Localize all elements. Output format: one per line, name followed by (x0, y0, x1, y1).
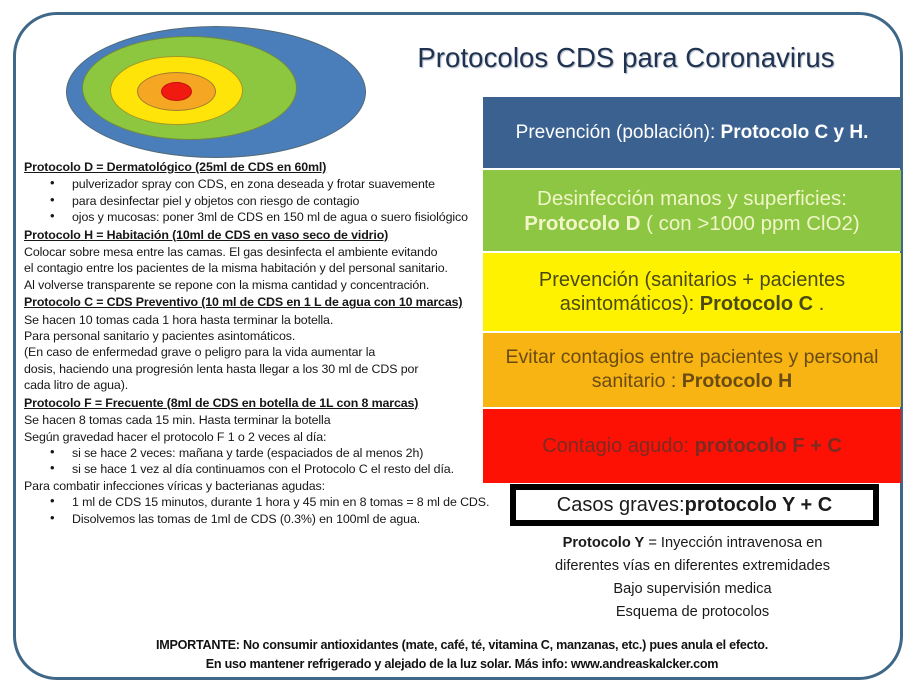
protocol-h-line: Colocar sobre mesa entre las camas. El g… (24, 245, 438, 260)
protocol-h-heading: Protocolo H = Habitación (10ml de CDS en… (24, 227, 389, 242)
protocol-c-line: Se hacen 10 tomas cada 1 hora hasta term… (24, 312, 334, 327)
protocol-h-line: el contagio entre los pacientes de la mi… (24, 261, 448, 276)
list-item: pulverizador spray con CDS, en zona dese… (46, 175, 488, 192)
band-text: Prevención (sanitarios + pacientes asint… (495, 268, 889, 317)
list-item: si se hace 1 vez al día continuamos con … (46, 460, 488, 477)
casos-graves-bold: protocolo Y + C (684, 493, 833, 516)
protocol-text-column: Protocolo D = Dermatológico (25ml de CDS… (24, 158, 489, 527)
band-line2-plain-pre: asintomáticos): (559, 293, 700, 315)
band-line-bold: Protocolo C y (720, 121, 845, 143)
protocol-c-line: (En caso de enfermedad grave o peligro p… (24, 345, 376, 360)
band-text: Contagio agudo: protocolo F + C (495, 434, 889, 458)
band-line2-plain: ( con >1000 ppm ClO2) (640, 211, 860, 235)
protocol-f-line: Según gravedad hacer el protocolo F 1 o … (24, 429, 327, 444)
protocol-c-line: Para personal sanitario y pacientes asin… (24, 329, 296, 344)
list-item: para desinfectar piel y objetos con ries… (46, 192, 488, 209)
protocol-c-line: cada litro de agua). (24, 378, 129, 393)
protocol-y-note: Protocolo Y = Inyección intravenosa en d… (490, 532, 895, 624)
band-line-plain: Evitar contagios entre pacientes y (505, 346, 799, 369)
protocol-h-line: Al volverse transparente se repone con l… (24, 277, 430, 292)
band-text: Evitar contagios entre pacientes y perso… (495, 346, 889, 394)
list-item: si se hace 2 veces: mañana y tarde (espa… (46, 444, 488, 461)
band-line2-plain-pre: personal sanitario : (591, 346, 879, 392)
severity-band-desinfeccion: Desinfección manos y superficies: Protoc… (483, 170, 901, 251)
protocol-f-heading: Protocolo F = Frecuente (8ml de CDS en b… (24, 395, 419, 410)
protocol-c-line: dosis, haciendo una progresión lenta has… (24, 361, 419, 376)
protocol-y-line: Bajo supervisión medica (613, 581, 772, 597)
protocol-c-heading: Protocolo C = CDS Preventivo (10 ml de C… (24, 295, 463, 310)
band-line-bold: protocolo F + C (694, 434, 842, 457)
protocol-f-line: Se hacen 8 tomas cada 15 min. Hasta term… (24, 413, 331, 428)
protocol-f-trailing-line: Para combatir infecciones víricas y bact… (24, 478, 325, 493)
list-item: Disolvemos las tomas de 1ml de CDS (0.3%… (46, 510, 488, 527)
protocol-f-trailing-bullets: 1 ml de CDS 15 minutos, durante 1 hora y… (24, 493, 489, 527)
band-text: Desinfección manos y superficies: Protoc… (495, 186, 889, 236)
band-line2-bold: H. (849, 121, 869, 143)
list-item: 1 ml de CDS 15 minutos, durante 1 hora y… (46, 493, 489, 510)
protocol-d-heading: Protocolo D = Dermatológico (25ml de CDS… (24, 160, 327, 174)
severity-band-prevencion-sanitarios: Prevención (sanitarios + pacientes asint… (483, 253, 901, 331)
footer-line-2: En uso mantener refrigerado y alejado de… (205, 657, 719, 671)
casos-graves-plain: Casos graves: (556, 493, 685, 516)
protocol-f-bullets: si se hace 2 veces: mañana y tarde (espa… (24, 444, 488, 478)
casos-graves-box: Casos graves: protocolo Y + C (510, 484, 879, 526)
footer-line-1: IMPORTANTE: No consumir antioxidantes (m… (155, 638, 768, 652)
page-title: Protocolos CDS para Coronavirus (417, 42, 835, 73)
protocol-y-label: Protocolo Y (562, 535, 645, 551)
footer-warning: IMPORTANTE: No consumir antioxidantes (m… (42, 636, 882, 674)
band-line-plain: Prevención (población): (515, 121, 721, 143)
band-line2-bold: Protocolo C (699, 293, 814, 315)
concentric-severity-diagram (66, 22, 366, 162)
band-line-plain: Contagio agudo: (542, 434, 695, 457)
band-line2-bold: Protocolo H (681, 370, 793, 392)
protocol-y-line: diferentes vías en diferentes extremidad… (554, 558, 830, 574)
protocol-y-line: Protocolo Y = Inyección intravenosa en (490, 532, 895, 555)
list-item: ojos y mucosas: poner 3ml de CDS en 150 … (46, 208, 488, 225)
band-text: Prevención (población): Protocolo C y H. (495, 121, 889, 144)
protocol-y-line1-plain: = Inyección intravenosa en (644, 535, 823, 551)
severity-band-contagio-agudo: Contagio agudo: protocolo F + C (483, 409, 901, 483)
severity-band-evitar-contagios: Evitar contagios entre pacientes y perso… (483, 333, 901, 407)
severity-band-prevencion-poblacion: Prevención (población): Protocolo C y H. (483, 97, 901, 168)
band-line2-plain: . (813, 293, 825, 315)
protocol-d-bullets: pulverizador spray con CDS, en zona dese… (24, 175, 488, 225)
band-line-plain: Prevención (sanitarios + pacientes (538, 268, 846, 291)
protocol-y-line: Esquema de protocolos (615, 604, 770, 620)
band-line-plain: Desinfección manos y superficies: (537, 186, 847, 210)
ring-red-icon (161, 82, 192, 101)
band-line2-bold: Protocolo D (524, 211, 641, 235)
